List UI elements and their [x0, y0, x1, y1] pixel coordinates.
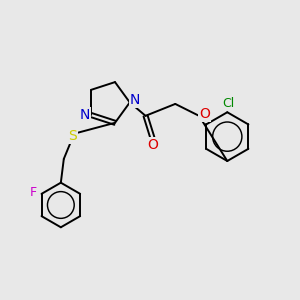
Text: N: N [130, 93, 140, 107]
Text: O: O [199, 107, 210, 121]
Text: O: O [148, 138, 158, 152]
Text: S: S [68, 129, 77, 143]
Text: Cl: Cl [223, 98, 235, 110]
Text: N: N [79, 108, 90, 122]
Text: F: F [30, 186, 37, 199]
